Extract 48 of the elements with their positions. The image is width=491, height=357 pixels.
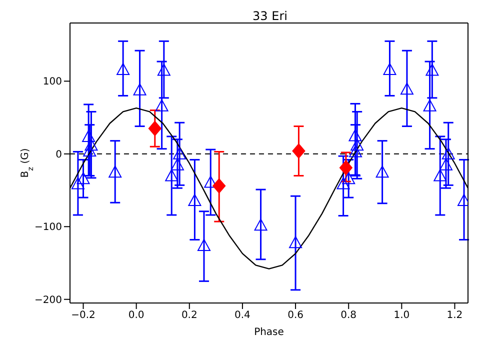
point xyxy=(82,130,96,142)
point xyxy=(71,177,84,190)
x-tick-label: 0.0 xyxy=(128,310,144,322)
y-tick-label: −100 xyxy=(34,222,62,234)
x-tick-label: 0.8 xyxy=(340,310,357,322)
point xyxy=(170,158,184,170)
x-tick-label: 0.2 xyxy=(181,310,198,322)
point xyxy=(157,64,170,76)
x-tick-label: 0.6 xyxy=(288,310,304,322)
point xyxy=(76,172,90,184)
y-tick-label: 0 xyxy=(56,149,62,160)
y-tick-label: −200 xyxy=(34,294,62,306)
point xyxy=(400,82,414,95)
point xyxy=(350,138,364,151)
point xyxy=(155,99,168,112)
point xyxy=(173,147,186,160)
point xyxy=(336,177,350,190)
point xyxy=(289,236,302,248)
point xyxy=(212,178,226,194)
point xyxy=(188,194,202,206)
point xyxy=(197,239,210,252)
point xyxy=(84,138,98,151)
point xyxy=(442,147,455,160)
x-axis-title: Phase xyxy=(254,327,284,338)
point xyxy=(116,63,130,76)
x-tick-label: −0.2 xyxy=(71,310,96,322)
point xyxy=(376,166,389,178)
point xyxy=(292,144,306,158)
x-tick-label: 0.4 xyxy=(234,310,250,322)
point xyxy=(148,120,162,136)
point xyxy=(383,63,396,76)
point xyxy=(339,160,352,176)
chart-title: 33 Eri xyxy=(252,9,288,23)
point xyxy=(342,172,356,184)
y-tick-label: 100 xyxy=(42,76,62,88)
point xyxy=(439,158,452,170)
x-tick-label: 1.0 xyxy=(394,310,410,322)
point xyxy=(254,218,268,231)
point xyxy=(349,145,362,158)
point xyxy=(423,99,436,112)
point xyxy=(165,169,178,182)
point xyxy=(83,144,96,156)
point xyxy=(348,129,362,142)
point xyxy=(133,83,146,96)
point xyxy=(434,169,447,182)
point xyxy=(108,166,122,178)
x-tick-label: 1.2 xyxy=(446,310,463,322)
point xyxy=(426,64,439,76)
